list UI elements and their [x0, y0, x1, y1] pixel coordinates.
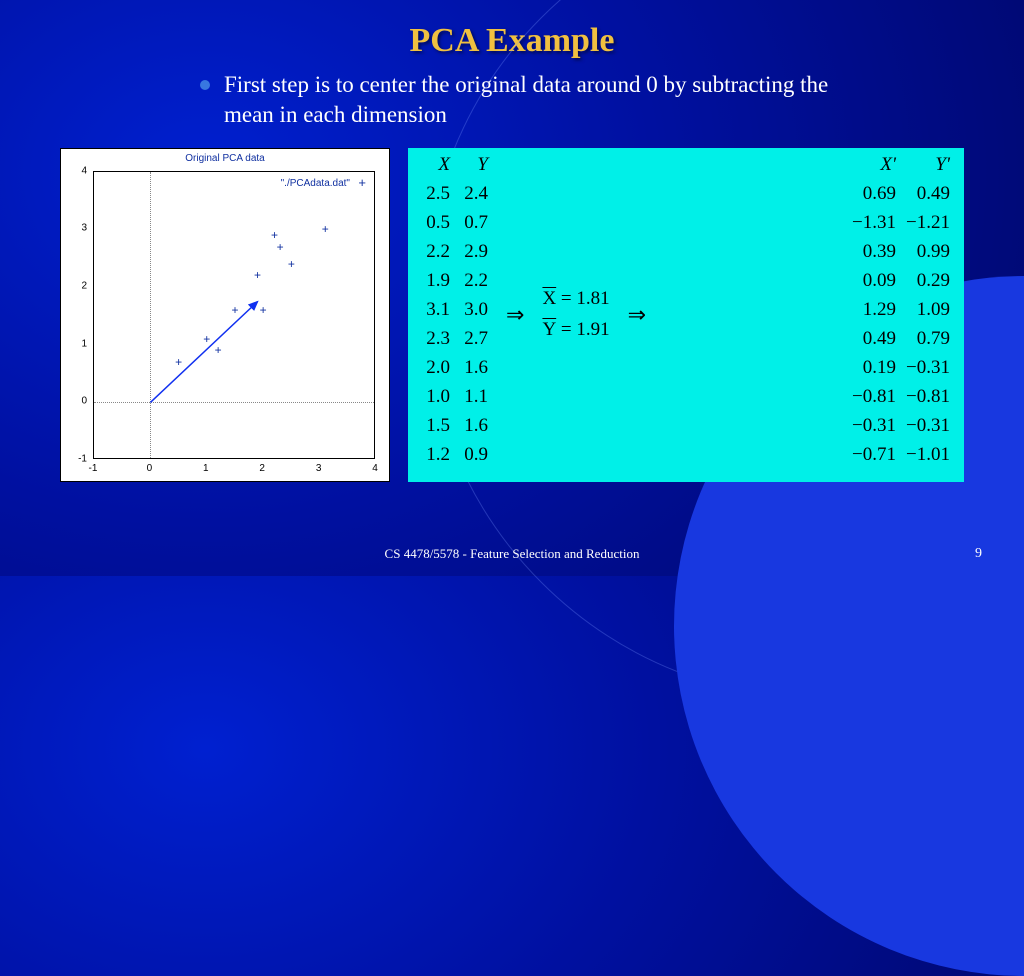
bullet-icon — [200, 80, 210, 90]
x-tick-label: 1 — [203, 463, 209, 474]
mean-values: X = 1.81 Y = 1.91 — [542, 154, 609, 476]
table-row: 0.390.99 — [852, 241, 950, 263]
table-row: −0.71−1.01 — [852, 444, 950, 466]
table-row: 1.01.1 — [422, 386, 488, 408]
table-row: 0.090.29 — [852, 270, 950, 292]
x-tick-label: 0 — [147, 463, 153, 474]
page-number: 9 — [975, 546, 982, 562]
table-row: 2.52.4 — [422, 183, 488, 205]
table-row: 3.13.0 — [422, 299, 488, 321]
table-row: 2.32.7 — [422, 328, 488, 350]
table-row: 1.20.9 — [422, 444, 488, 466]
table-row: −0.31−0.31 — [852, 415, 950, 437]
slide-title: PCA Example — [0, 0, 1024, 60]
scatter-chart: Original PCA data "./PCAdata.dat" + ++++… — [60, 148, 390, 482]
bullet-list-item: First step is to center the original dat… — [0, 70, 1024, 130]
plot-region: "./PCAdata.dat" + ++++++++++ — [93, 171, 375, 459]
y-tick-label: 4 — [81, 165, 87, 176]
slide-footer: CS 4478/5578 - Feature Selection and Red… — [0, 546, 1024, 562]
bullet-text: First step is to center the original dat… — [224, 70, 864, 130]
table-row: 0.490.79 — [852, 328, 950, 350]
y-tick-label: 1 — [81, 338, 87, 349]
x-tick-label: 2 — [259, 463, 265, 474]
y-tick-label: -1 — [78, 453, 87, 464]
arrow-icon: ⇒ — [624, 154, 650, 476]
table-row: 2.01.6 — [422, 357, 488, 379]
table-row: −1.31−1.21 — [852, 212, 950, 234]
table-row: 1.291.09 — [852, 299, 950, 321]
table-header: XY — [422, 154, 488, 176]
table-row: 0.50.7 — [422, 212, 488, 234]
x-tick-label: 4 — [372, 463, 378, 474]
arrow-icon: ⇒ — [502, 154, 528, 476]
y-tick-label: 0 — [81, 396, 87, 407]
x-tick-label: 3 — [316, 463, 322, 474]
table-row: 2.22.9 — [422, 241, 488, 263]
data-table: XY 2.52.4 0.50.7 2.22.9 1.92.2 3.13.0 2.32.7 2.… — [408, 148, 964, 482]
x-tick-label: -1 — [89, 463, 98, 474]
table-row: 1.51.6 — [422, 415, 488, 437]
table-row: −0.81−0.81 — [852, 386, 950, 408]
table-row: 1.92.2 — [422, 270, 488, 292]
y-tick-label: 3 — [81, 223, 87, 234]
table-header: X'Y' — [852, 154, 950, 176]
table-row: 0.19−0.31 — [852, 357, 950, 379]
table-columns-xyprime: X'Y' 0.690.49 −1.31−1.21 0.390.99 0.090.29 1.… — [852, 154, 950, 476]
table-row: 0.690.49 — [852, 183, 950, 205]
y-tick-label: 2 — [81, 280, 87, 291]
arrow-vector — [94, 172, 376, 460]
table-columns-xy: XY 2.52.4 0.50.7 2.22.9 1.92.2 3.13.0 2.32.7 2.… — [422, 154, 488, 476]
chart-title: Original PCA data — [61, 149, 389, 164]
